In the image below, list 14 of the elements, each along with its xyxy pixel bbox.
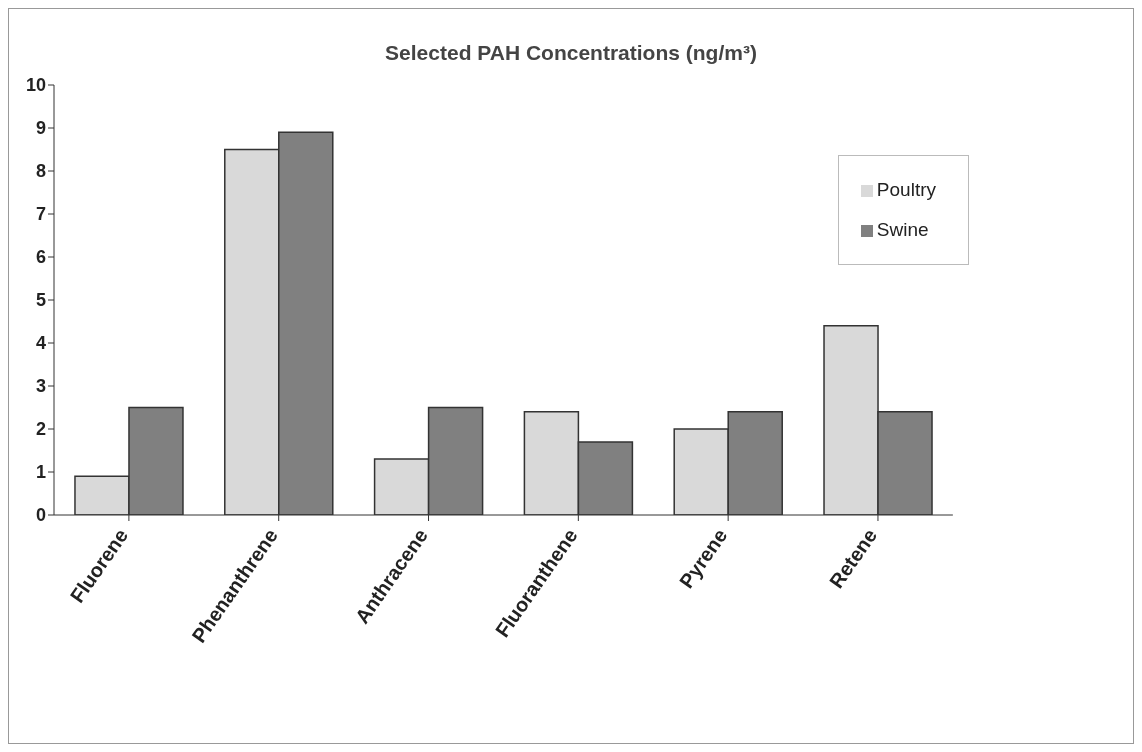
y-tick-label: 0 <box>35 505 46 526</box>
y-tick-label: 9 <box>35 118 46 139</box>
y-tick-label: 1 <box>35 462 46 483</box>
y-tick-label: 6 <box>35 247 46 268</box>
y-tick-label: 8 <box>35 161 46 182</box>
y-tick-label: 7 <box>35 204 46 225</box>
y-tick-label: 5 <box>35 290 46 311</box>
y-tick-label: 3 <box>35 376 46 397</box>
chart-title: Selected PAH Concentrations (ng/m³) <box>384 41 758 65</box>
y-tick-label: 4 <box>35 333 46 354</box>
legend-label: Poultry <box>876 179 936 200</box>
y-tick-label: 10 <box>25 75 46 96</box>
legend-label: Swine <box>876 219 929 240</box>
y-tick-label: 2 <box>35 419 46 440</box>
